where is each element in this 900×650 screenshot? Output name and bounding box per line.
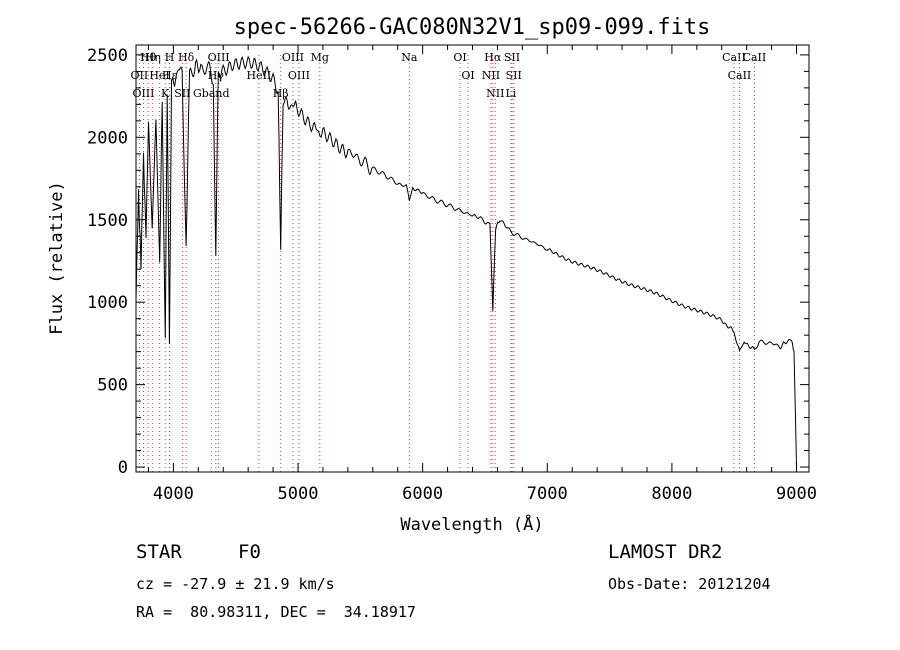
marker-label: OIII [208,51,230,64]
x-tick-label: 5000 [278,484,319,504]
y-tick-label: 500 [97,376,128,396]
marker-label: K [161,87,170,100]
y-axis-label: Flux (relative) [47,181,67,335]
marker-label: Hε [162,69,178,82]
chart-title: spec-56266-GAC080N32V1_sp09-099.fits [234,15,711,40]
marker-label: Na [401,51,418,64]
series-line-flux [135,55,797,468]
marker-label: OI [453,51,466,64]
y-tick-label: 2000 [87,128,128,148]
x-tick-label: 6000 [402,484,443,504]
marker-label: Hθ [140,51,157,64]
x-tick-label: 9000 [776,484,817,504]
marker-label: NII [486,87,504,100]
marker-label: CaII [728,69,752,82]
redshift-readout: cz = -27.9 ± 21.9 km/s [136,575,335,593]
marker-label: OIII [132,87,154,100]
marker-label: Mg [311,51,329,64]
marker-label: SII [506,69,522,82]
series-layer [135,55,797,468]
marker-label: HeII [246,69,271,82]
marker-label: SII [504,51,520,64]
line-markers: HθOIIOIIIHηHeIKHHεHδSIIOIIIHγGbandOIIIOI… [131,51,767,472]
coordinates-readout: RA = 80.98311, DEC = 34.18917 [136,603,416,621]
y-tick-label: 1000 [87,293,128,313]
marker-label: Gband [193,87,230,100]
marker-label: OI [461,69,474,82]
marker-label: HeI [149,69,169,82]
marker-label: Li [505,87,516,100]
marker-label: Hδ [178,51,195,64]
marker-label: CaII [743,51,767,64]
x-axis-label: Wavelength (Å) [400,513,543,535]
axes: 4000 5000 6000 7000 8000 9000 0 500 1000 1500 2000… [87,45,817,504]
marker-label: Hβ [273,87,289,100]
marker-label: OIII [288,69,310,82]
obs-date: Obs-Date: 20121204 [608,575,771,593]
plot-frame [135,44,810,473]
marker-label: Hη [145,51,161,64]
x-tick-label: 7000 [527,484,568,504]
x-tick-label: 4000 [153,484,194,504]
marker-label: OII [131,69,149,82]
x-tick-label: 8000 [651,484,692,504]
spectral-subclass: F0 [238,541,261,563]
marker-label: Hα [484,51,502,64]
survey-name: LAMOST DR2 [608,541,723,563]
marker-label: OIII [282,51,304,64]
y-tick-label: 1500 [87,211,128,231]
marker-label: CaII [722,51,746,64]
marker-label: H [165,51,175,64]
marker-label: NII [482,69,500,82]
y-tick-label: 2500 [87,46,128,66]
object-type: STAR [136,541,182,563]
y-tick-label: 0 [118,458,128,478]
